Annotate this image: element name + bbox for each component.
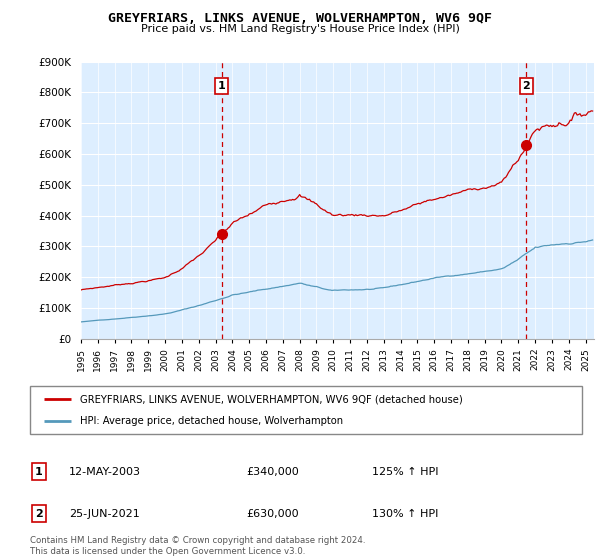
Text: 125% ↑ HPI: 125% ↑ HPI (372, 467, 439, 477)
Text: 25-JUN-2021: 25-JUN-2021 (69, 509, 140, 519)
Text: 1: 1 (35, 467, 43, 477)
Text: 2: 2 (523, 81, 530, 91)
Text: £630,000: £630,000 (246, 509, 299, 519)
Text: 2: 2 (35, 509, 43, 519)
FancyBboxPatch shape (30, 386, 582, 434)
Text: 12-MAY-2003: 12-MAY-2003 (69, 467, 141, 477)
Text: HPI: Average price, detached house, Wolverhampton: HPI: Average price, detached house, Wolv… (80, 416, 343, 426)
Text: 1: 1 (218, 81, 226, 91)
Text: GREYFRIARS, LINKS AVENUE, WOLVERHAMPTON, WV6 9QF: GREYFRIARS, LINKS AVENUE, WOLVERHAMPTON,… (108, 12, 492, 25)
Text: GREYFRIARS, LINKS AVENUE, WOLVERHAMPTON, WV6 9QF (detached house): GREYFRIARS, LINKS AVENUE, WOLVERHAMPTON,… (80, 394, 463, 404)
Text: Price paid vs. HM Land Registry's House Price Index (HPI): Price paid vs. HM Land Registry's House … (140, 24, 460, 34)
Text: £340,000: £340,000 (246, 467, 299, 477)
Text: Contains HM Land Registry data © Crown copyright and database right 2024.
This d: Contains HM Land Registry data © Crown c… (30, 536, 365, 556)
Text: 130% ↑ HPI: 130% ↑ HPI (372, 509, 439, 519)
